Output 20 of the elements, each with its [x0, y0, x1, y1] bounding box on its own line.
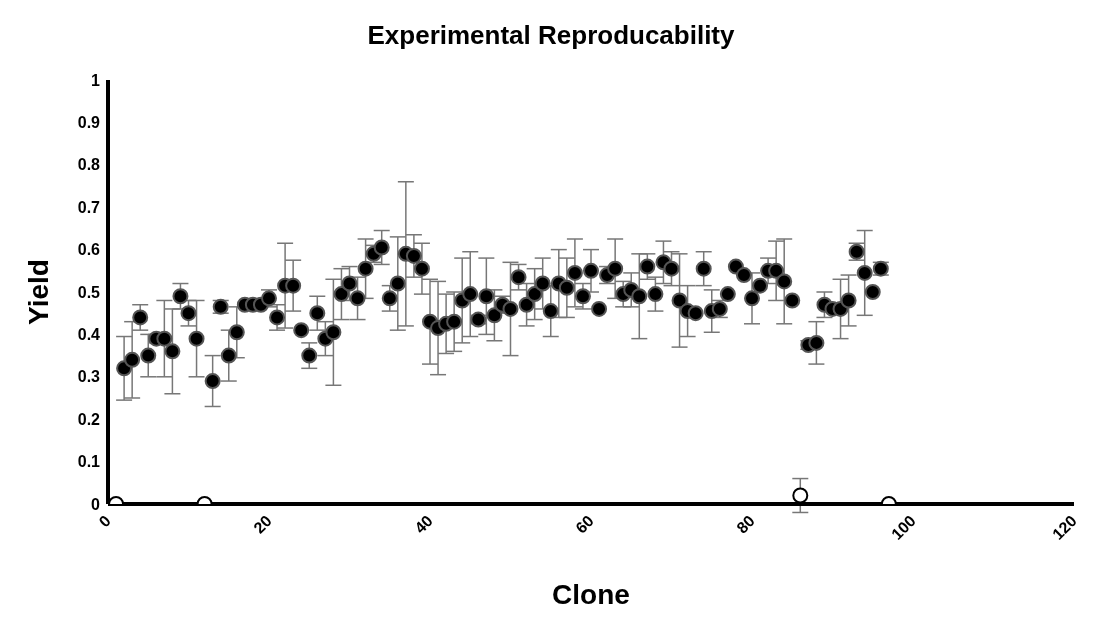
y-tick-label: 0.9	[77, 114, 101, 132]
x-tick-label: 40	[411, 511, 437, 537]
y-tick-label: 0.3	[77, 368, 101, 386]
y-tick-label: 0.1	[77, 453, 101, 471]
y-tick-label: 0.4	[77, 326, 101, 344]
y-tick-label: 0.2	[77, 410, 101, 428]
x-tick-label: 80	[733, 511, 759, 537]
x-tick-label: 60	[572, 511, 598, 537]
x-axis-title: Clone	[552, 579, 630, 610]
x-tick-label: 120	[1049, 511, 1081, 543]
y-tick-label: 0.7	[77, 198, 101, 216]
y-tick-label: 1	[91, 71, 101, 89]
y-tick-label: 0	[91, 495, 101, 513]
x-tick-label: 100	[888, 511, 920, 543]
x-tick-label: 20	[250, 511, 276, 537]
chart-title: Experimental Reproducability	[366, 19, 736, 52]
y-tick-label: 0.5	[77, 283, 101, 301]
y-tick-label: 0.6	[77, 241, 101, 259]
y-tick-label: 0.8	[77, 156, 101, 174]
y-axis-title: Yield	[22, 259, 54, 325]
